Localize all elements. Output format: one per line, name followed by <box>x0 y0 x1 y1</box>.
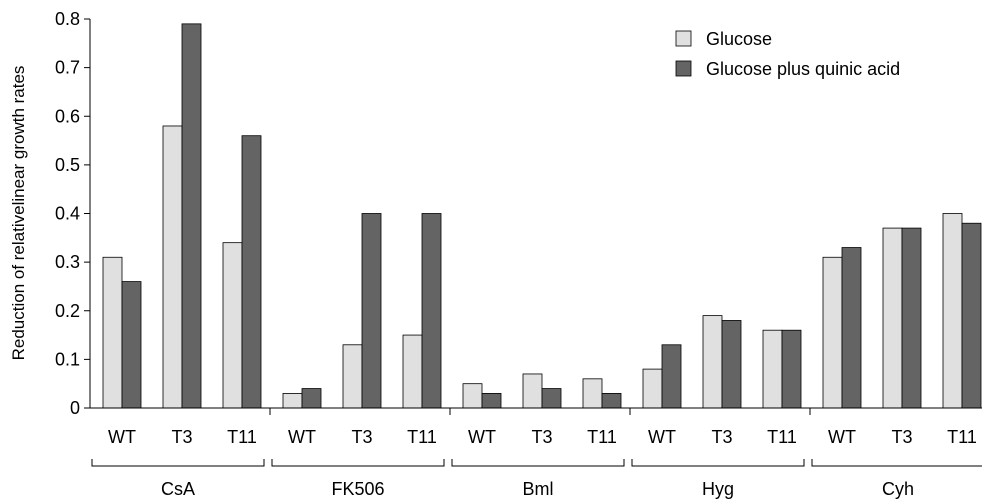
bar-glucose-quinic <box>601 393 622 409</box>
bar-glucose <box>402 334 423 409</box>
bar-glucose <box>522 373 543 409</box>
group-bracket <box>451 459 625 467</box>
group-brackets: CsA FK506 Bml Hyg Cyh <box>91 459 982 499</box>
bar-glucose-quinic <box>241 135 262 409</box>
x-category-label: T11 <box>407 427 437 447</box>
x-category-label: WT <box>468 427 496 447</box>
bar-glucose-quinic <box>661 344 682 409</box>
bar-glucose <box>762 329 783 409</box>
x-category-label: WT <box>648 427 676 447</box>
y-axis-label: Reduction of relativelinear growth rates <box>9 66 28 361</box>
x-category-label: T3 <box>711 427 732 447</box>
bar-glucose-quinic <box>961 222 982 409</box>
bar-glucose-quinic <box>481 393 502 409</box>
group-bracket <box>631 459 805 467</box>
bar-glucose-quinic <box>181 23 202 409</box>
bar-glucose <box>882 227 903 409</box>
y-tick-label: 0.7 <box>55 58 80 78</box>
group-label: Cyh <box>882 479 914 499</box>
bar-glucose-quinic <box>421 213 442 409</box>
x-category-label: T11 <box>587 427 617 447</box>
bar-glucose <box>822 256 843 409</box>
bar-glucose-quinic <box>781 329 802 409</box>
y-tick-label: 0.1 <box>55 349 80 369</box>
x-category-label: T11 <box>227 427 257 447</box>
legend-label: Glucose <box>706 29 772 49</box>
bar-glucose-quinic <box>841 247 862 409</box>
x-axis: WT T3 T11 WT T3 T11 WT T3 T11 WT T3 T11 WT T3 T11 <box>90 407 982 447</box>
group-label: FK506 <box>331 479 384 499</box>
group-label: Bml <box>523 479 554 499</box>
bar-glucose <box>462 383 483 409</box>
y-tick-label: 0.4 <box>55 204 80 224</box>
bar-glucose-quinic <box>721 320 742 409</box>
bar-glucose <box>942 213 963 409</box>
legend-label: Glucose plus quinic acid <box>706 59 900 79</box>
group-bracket <box>811 459 982 467</box>
x-category-label: WT <box>108 427 136 447</box>
legend-swatch <box>675 60 692 77</box>
x-category-label: WT <box>828 427 856 447</box>
group-bracket <box>91 459 265 467</box>
bar-glucose <box>222 242 243 409</box>
legend: Glucose Glucose plus quinic acid <box>675 29 900 79</box>
bar-glucose-quinic <box>901 227 922 409</box>
y-tick-label: 0.5 <box>55 155 80 175</box>
group-label: Hyg <box>702 479 734 499</box>
bar-glucose <box>162 125 183 409</box>
bar-glucose-quinic <box>541 388 562 409</box>
y-tick-label: 0.3 <box>55 252 80 272</box>
y-tick-label: 0 <box>70 398 80 418</box>
x-category-label: T3 <box>891 427 912 447</box>
x-category-label: WT <box>288 427 316 447</box>
x-category-label: T11 <box>947 427 977 447</box>
y-axis: 0 0.1 0.2 0.3 0.4 0.5 0.6 0.7 0.8 <box>55 9 91 418</box>
bar-glucose <box>102 256 123 409</box>
group-label: CsA <box>161 479 195 499</box>
x-category-label: T3 <box>531 427 552 447</box>
x-category-label: T11 <box>767 427 797 447</box>
bars <box>102 23 982 409</box>
bar-glucose <box>282 393 303 409</box>
legend-swatch <box>675 30 692 47</box>
bar-glucose-quinic <box>121 281 142 409</box>
bar-glucose <box>642 368 663 409</box>
group-bracket <box>271 459 445 467</box>
y-tick-label: 0.2 <box>55 301 80 321</box>
bar-glucose-quinic <box>301 388 322 409</box>
x-category-label: T3 <box>171 427 192 447</box>
bar-glucose <box>582 378 603 409</box>
bar-glucose-quinic <box>361 213 382 409</box>
y-tick-label: 0.6 <box>55 106 80 126</box>
y-tick-label: 0.8 <box>55 9 80 29</box>
bar-glucose <box>702 315 723 409</box>
bar-glucose <box>342 344 363 409</box>
x-category-label: T3 <box>351 427 372 447</box>
